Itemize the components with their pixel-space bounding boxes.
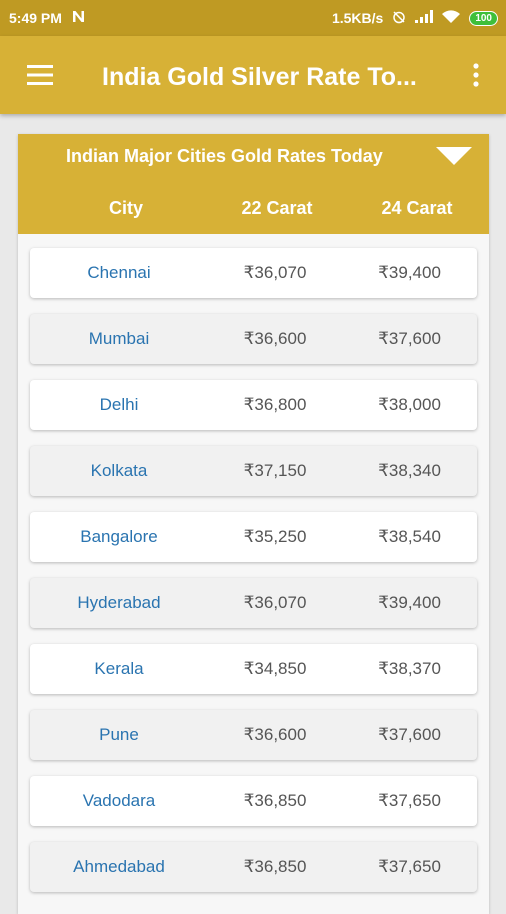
city-name: Vadodara [82,791,156,810]
rate-24-carat: ₹38,370 [378,659,441,678]
rate-24-carat: ₹37,600 [378,329,441,348]
rate-24-carat: ₹38,540 [378,527,441,546]
column-header-22-carat: 22 Carat [241,198,313,218]
card-title: Indian Major Cities Gold Rates Today [66,146,383,166]
city-name: Delhi [99,395,139,414]
battery-icon: 100 [469,10,498,26]
rate-24-carat: ₹38,340 [378,461,441,480]
rate-24-carat: ₹37,650 [378,791,441,810]
city-name: Ahmedabad [73,857,165,876]
status-time: 5:49 PM [9,10,62,26]
signal-icon [415,10,434,26]
hamburger-menu-icon[interactable] [22,59,58,91]
card-header: Indian Major Cities Gold Rates Today Cit… [18,134,489,234]
network-speed: 1.5KB/s [331,10,384,26]
app-title: India Gold Silver Rate To... [102,63,417,91]
rate-22-carat: ₹37,150 [243,461,307,480]
caret-down-icon[interactable] [436,146,472,166]
list-item[interactable]: Bangalore ₹35,250 ₹38,540 [30,512,477,562]
rate-22-carat: ₹36,850 [243,791,307,810]
n-notification-icon [72,10,86,26]
rate-22-carat: ₹36,600 [243,725,307,744]
rate-24-carat: ₹39,400 [378,263,441,282]
column-header-24-carat: 24 Carat [381,198,453,218]
city-name: Kolkata [90,461,148,480]
rate-22-carat: ₹36,070 [243,263,307,282]
rate-22-carat: ₹36,070 [243,593,307,612]
status-bar: 5:49 PM 1.5KB/s 100 [0,0,506,36]
wifi-icon [442,9,461,27]
rate-24-carat: ₹37,650 [378,857,441,876]
city-name: Kerala [94,659,144,678]
rate-22-carat: ₹35,250 [243,527,307,546]
list-item[interactable]: Kolkata ₹37,150 ₹38,340 [30,446,477,496]
rate-24-carat: ₹37,600 [378,725,441,744]
gold-rates-card: Indian Major Cities Gold Rates Today Cit… [18,134,489,914]
city-name: Pune [99,725,139,744]
city-name: Bangalore [80,527,158,546]
list-item[interactable]: Pune ₹36,600 ₹37,600 [30,710,477,760]
rate-24-carat: ₹39,400 [378,593,441,612]
alarm-off-icon [392,10,406,27]
list-item[interactable]: Kerala ₹34,850 ₹38,370 [30,644,477,694]
city-name: Mumbai [88,329,150,348]
rate-22-carat: ₹36,800 [243,395,307,414]
column-header-city: City [108,198,143,218]
city-name: Chennai [87,263,151,282]
list-item[interactable]: Vadodara ₹36,850 ₹37,650 [30,776,477,826]
app-bar: India Gold Silver Rate To... [0,36,506,114]
rate-22-carat: ₹34,850 [243,659,307,678]
list-item[interactable]: Delhi ₹36,800 ₹38,000 [30,380,477,430]
list-item[interactable]: Ahmedabad ₹36,850 ₹37,650 [30,842,477,892]
city-name: Hyderabad [77,593,161,612]
city-rates-list: Chennai ₹36,070 ₹39,400 Mumbai ₹36,600 ₹… [30,248,477,908]
list-item[interactable]: Hyderabad ₹36,070 ₹39,400 [30,578,477,628]
list-item[interactable]: Chennai ₹36,070 ₹39,400 [30,248,477,298]
more-vert-icon[interactable] [458,57,494,93]
rate-22-carat: ₹36,850 [243,857,307,876]
list-item[interactable]: Mumbai ₹36,600 ₹37,600 [30,314,477,364]
rate-22-carat: ₹36,600 [243,329,307,348]
rate-24-carat: ₹38,000 [378,395,441,414]
